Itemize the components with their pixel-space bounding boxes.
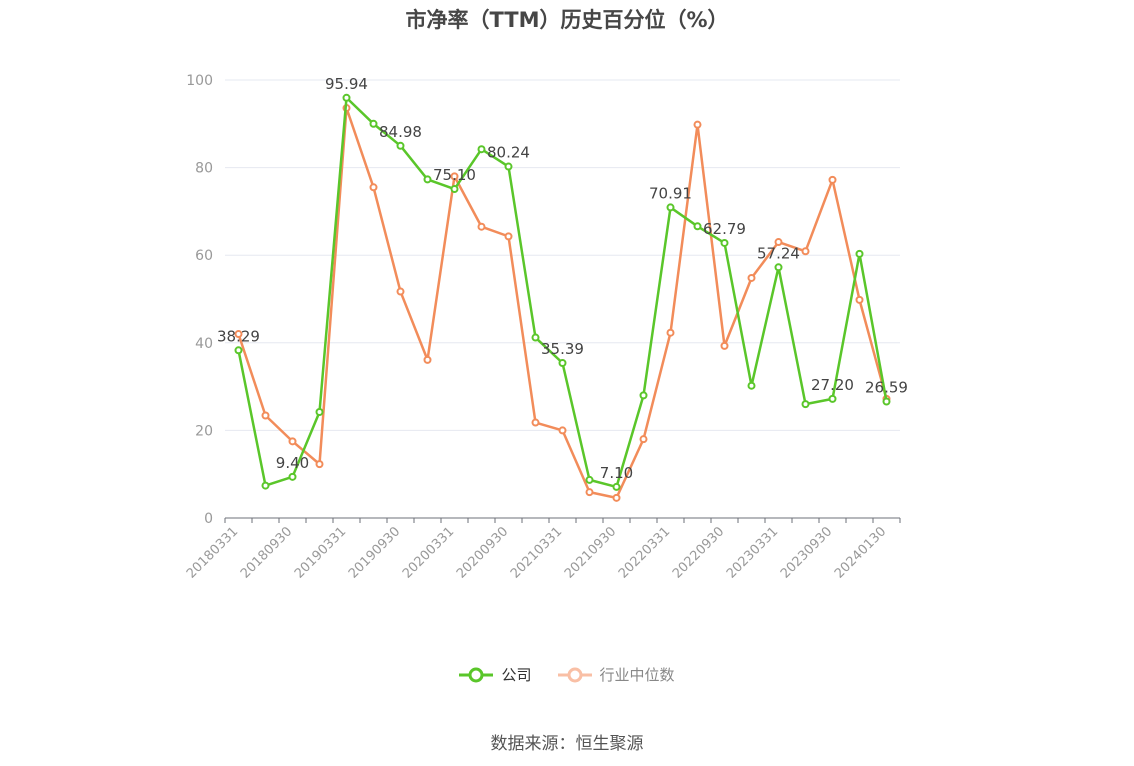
x-tick-label: 20220930 [670, 524, 727, 581]
data-point-industry [747, 273, 756, 282]
x-tick-label: 20230930 [778, 524, 835, 581]
legend-company-marker-icon [459, 667, 494, 682]
data-source: 数据来源：恒生聚源 [490, 734, 644, 754]
data-point-industry [531, 418, 540, 427]
data-point-company [801, 400, 810, 409]
data-point-industry [261, 411, 270, 420]
data-point-industry [288, 437, 297, 446]
line-chart: 0 20 40 60 80 100 2018033120180930201903312019… [184, 73, 908, 582]
data-point-industry [828, 175, 837, 184]
data-point-company [693, 222, 702, 231]
data-point-industry [423, 355, 432, 364]
series-line-industry [237, 106, 888, 500]
data-point-industry [774, 238, 783, 247]
data-point-company [774, 263, 783, 272]
x-tick-label: 20210331 [508, 524, 565, 581]
data-point-industry [801, 247, 810, 256]
data-point-industry [585, 488, 594, 497]
data-label: 84.98 [379, 123, 422, 141]
data-label: 38.29 [217, 327, 260, 345]
data-point-company [342, 93, 351, 102]
data-point-company [639, 391, 648, 400]
x-tick-label: 20240130 [832, 524, 889, 581]
data-label: 9.40 [276, 454, 309, 472]
data-label: 80.24 [487, 144, 530, 162]
x-tick-label: 20220331 [616, 524, 673, 581]
data-point-industry [720, 341, 729, 350]
data-point-company [234, 346, 243, 355]
data-point-company [720, 238, 729, 247]
data-label: 26.59 [865, 379, 908, 397]
data-point-company [369, 119, 378, 128]
y-tick-label: 60 [195, 248, 213, 264]
data-label: 57.24 [757, 244, 800, 262]
data-label: 70.91 [649, 184, 692, 202]
data-point-industry [639, 435, 648, 444]
data-point-company [882, 397, 891, 406]
y-tick-label: 0 [204, 511, 213, 527]
data-point-company [288, 472, 297, 481]
data-point-industry [450, 172, 459, 181]
data-point-industry [234, 330, 243, 339]
data-label: 27.20 [811, 376, 854, 394]
data-point-company [531, 333, 540, 342]
data-label: 62.79 [703, 220, 746, 238]
x-tick-label: 20190930 [346, 524, 403, 581]
data-point-company [612, 482, 621, 491]
y-tick-label: 80 [195, 161, 213, 177]
data-point-company [423, 175, 432, 184]
data-point-company [747, 381, 756, 390]
y-tick-label: 40 [195, 336, 213, 352]
data-label: 7.10 [600, 464, 633, 482]
data-point-company [666, 203, 675, 212]
data-point-industry [369, 183, 378, 192]
data-label: 95.94 [325, 75, 368, 93]
data-point-industry [693, 120, 702, 129]
data-point-industry [477, 222, 486, 231]
data-point-industry [315, 460, 324, 469]
x-tick-label: 20230331 [724, 524, 781, 581]
x-tick-label: 20200331 [400, 524, 457, 581]
legend-company-label: 公司 [501, 666, 532, 684]
data-label: 35.39 [541, 340, 584, 358]
legend-industry-marker-icon [557, 667, 592, 682]
legend: 公司 行业中位数 [0, 664, 1134, 685]
chart-title: 市净率（TTM）历史百分位（%） [405, 8, 729, 32]
data-point-industry [855, 295, 864, 304]
x-tick-label: 20190331 [292, 524, 349, 581]
y-tick-label: 100 [186, 73, 213, 89]
data-point-company [477, 145, 486, 154]
data-point-company [261, 481, 270, 490]
data-point-company [450, 185, 459, 194]
data-point-company [855, 249, 864, 258]
y-tick-label: 20 [195, 423, 213, 439]
data-label: 75.10 [433, 166, 476, 184]
data-point-industry [612, 493, 621, 502]
x-tick-label: 20200930 [454, 524, 511, 581]
x-tick-label: 20180930 [238, 524, 295, 581]
data-point-industry [666, 328, 675, 337]
legend-industry-label: 行业中位数 [599, 666, 675, 684]
data-point-industry [558, 426, 567, 435]
data-point-company [504, 162, 513, 171]
legend-item-company[interactable]: 公司 [459, 664, 532, 685]
data-point-industry [504, 232, 513, 241]
data-point-company [396, 141, 405, 150]
legend-item-industry[interactable]: 行业中位数 [557, 664, 675, 685]
x-tick-label: 20210930 [562, 524, 619, 581]
data-point-company [828, 394, 837, 403]
data-point-company [558, 358, 567, 367]
data-point-company [585, 475, 594, 484]
data-point-industry [396, 287, 405, 296]
data-point-company [315, 408, 324, 417]
x-tick-label: 20180331 [184, 524, 241, 581]
